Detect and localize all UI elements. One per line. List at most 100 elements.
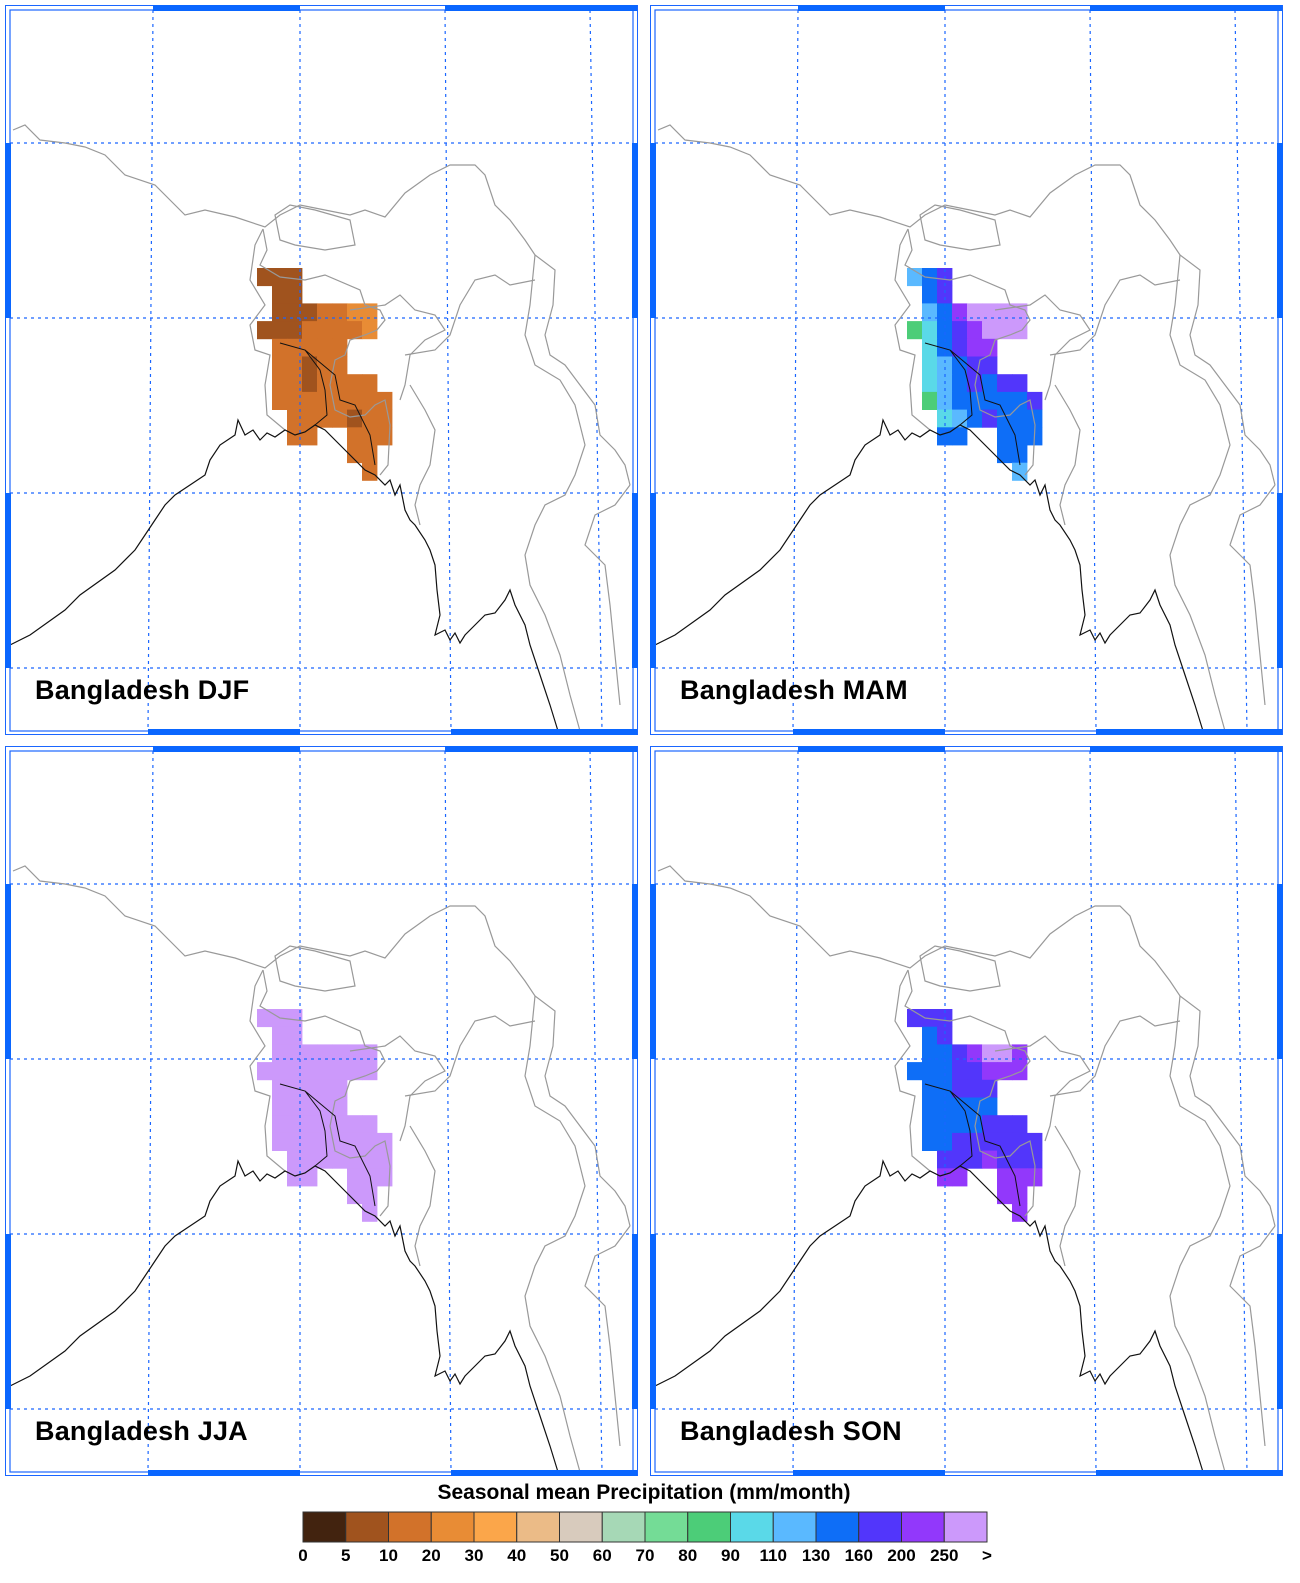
grid-cell — [922, 1026, 938, 1045]
grid-cell — [952, 409, 968, 428]
grid-cell — [302, 1079, 318, 1098]
panel-title: Bangladesh SON — [680, 1416, 902, 1446]
grid-cell — [982, 1115, 998, 1134]
grid-cell — [317, 321, 333, 340]
grid-cell — [982, 1097, 998, 1116]
colorbar-tick-label: 10 — [379, 1546, 398, 1565]
grid-cell — [937, 1097, 953, 1116]
grid-cell — [287, 427, 303, 446]
grid-cell — [1012, 303, 1028, 322]
grid-cell — [332, 1132, 348, 1151]
colorbar-tick-label: 50 — [550, 1546, 569, 1565]
colorbar-tick-label: 200 — [887, 1546, 916, 1565]
colorbar-tick-label: 20 — [421, 1546, 441, 1565]
grid-cell — [302, 1115, 318, 1134]
grid-cell — [317, 1115, 333, 1134]
grid-cell — [377, 1150, 393, 1169]
grid-cell — [967, 1115, 983, 1134]
colorbar-tick-label: 60 — [592, 1546, 612, 1565]
grid-cell — [362, 445, 378, 464]
grid-cell — [347, 1062, 363, 1081]
grid-cell — [922, 1132, 938, 1151]
grid-cell — [982, 356, 998, 375]
grid-cell — [1012, 462, 1028, 481]
grid-cell — [272, 1026, 288, 1045]
grid-cell — [967, 321, 983, 340]
grid-cell — [317, 303, 333, 322]
grid-cell — [287, 1097, 303, 1116]
colorbar-swatch — [687, 1511, 731, 1543]
grid-cell — [287, 409, 303, 428]
grid-cell — [287, 391, 303, 410]
grid-cell — [952, 303, 968, 322]
grid-cell — [997, 321, 1013, 340]
colorbar-swatch — [601, 1511, 646, 1543]
colorbar-swatch — [302, 1511, 347, 1543]
grid-cell — [332, 356, 348, 375]
grid-cell — [982, 1150, 998, 1169]
grid-cell — [1012, 1203, 1028, 1222]
grid-cell — [982, 1044, 998, 1063]
colorbar — [302, 1511, 988, 1543]
map-panel-mam: Bangladesh MAM — [650, 5, 1284, 736]
grid-cell — [287, 338, 303, 357]
grid-cell — [952, 1150, 968, 1169]
grid-cell — [347, 445, 363, 464]
colorbar-swatch — [815, 1511, 860, 1543]
grid-cell — [1027, 409, 1043, 428]
grid-cell — [997, 427, 1013, 446]
grid-cell — [922, 1062, 938, 1081]
grid-cell — [952, 1168, 968, 1187]
grid-cell — [272, 374, 288, 393]
grid-cell — [317, 1097, 333, 1116]
grid-cell — [937, 391, 953, 410]
grid-cell — [982, 409, 998, 428]
grid-cell — [952, 1079, 968, 1098]
grid-cell — [377, 427, 393, 446]
map-svg — [650, 5, 1284, 736]
grid-cell — [332, 303, 348, 322]
grid-cell — [922, 303, 938, 322]
grid-cell — [302, 1168, 318, 1187]
colorbar-tick-label: 0 — [298, 1546, 308, 1565]
grid-cell — [997, 1115, 1013, 1134]
grid-cell — [922, 374, 938, 393]
grid-cell — [952, 1132, 968, 1151]
grid-cell — [362, 1168, 378, 1187]
grid-cell — [982, 303, 998, 322]
grid-cell — [1012, 1062, 1028, 1081]
grid-cell — [922, 1115, 938, 1134]
grid-cell — [272, 338, 288, 357]
grid-cell — [967, 1132, 983, 1151]
grid-cell — [332, 338, 348, 357]
panel-title: Bangladesh DJF — [35, 675, 250, 705]
grid-cell — [302, 391, 318, 410]
grid-cell — [362, 391, 378, 410]
grid-cell — [1027, 1150, 1043, 1169]
grid-cell — [287, 1009, 303, 1028]
grid-cell — [272, 1097, 288, 1116]
grid-cell — [332, 321, 348, 340]
grid-cell — [272, 391, 288, 410]
grid-cell — [1012, 427, 1028, 446]
grid-cell — [907, 321, 923, 340]
map-svg — [5, 746, 639, 1477]
grid-cell — [967, 374, 983, 393]
grid-cell — [922, 1044, 938, 1063]
grid-cell — [347, 1044, 363, 1063]
grid-cell — [257, 1009, 273, 1028]
grid-cell — [1012, 321, 1028, 340]
colorbar-tick-label: 90 — [721, 1546, 740, 1565]
grid-cell — [377, 1168, 393, 1187]
grid-cell — [997, 1132, 1013, 1151]
grid-cell — [347, 1115, 363, 1134]
grid-cell — [272, 1115, 288, 1134]
grid-cell — [287, 268, 303, 287]
grid-cell — [937, 1026, 953, 1045]
colorbar-tick-label: > — [982, 1546, 992, 1565]
grid-cell — [317, 1150, 333, 1169]
grid-cell — [967, 1079, 983, 1098]
grid-cell — [287, 356, 303, 375]
grid-cell — [302, 1132, 318, 1151]
grid-cell — [922, 1097, 938, 1116]
